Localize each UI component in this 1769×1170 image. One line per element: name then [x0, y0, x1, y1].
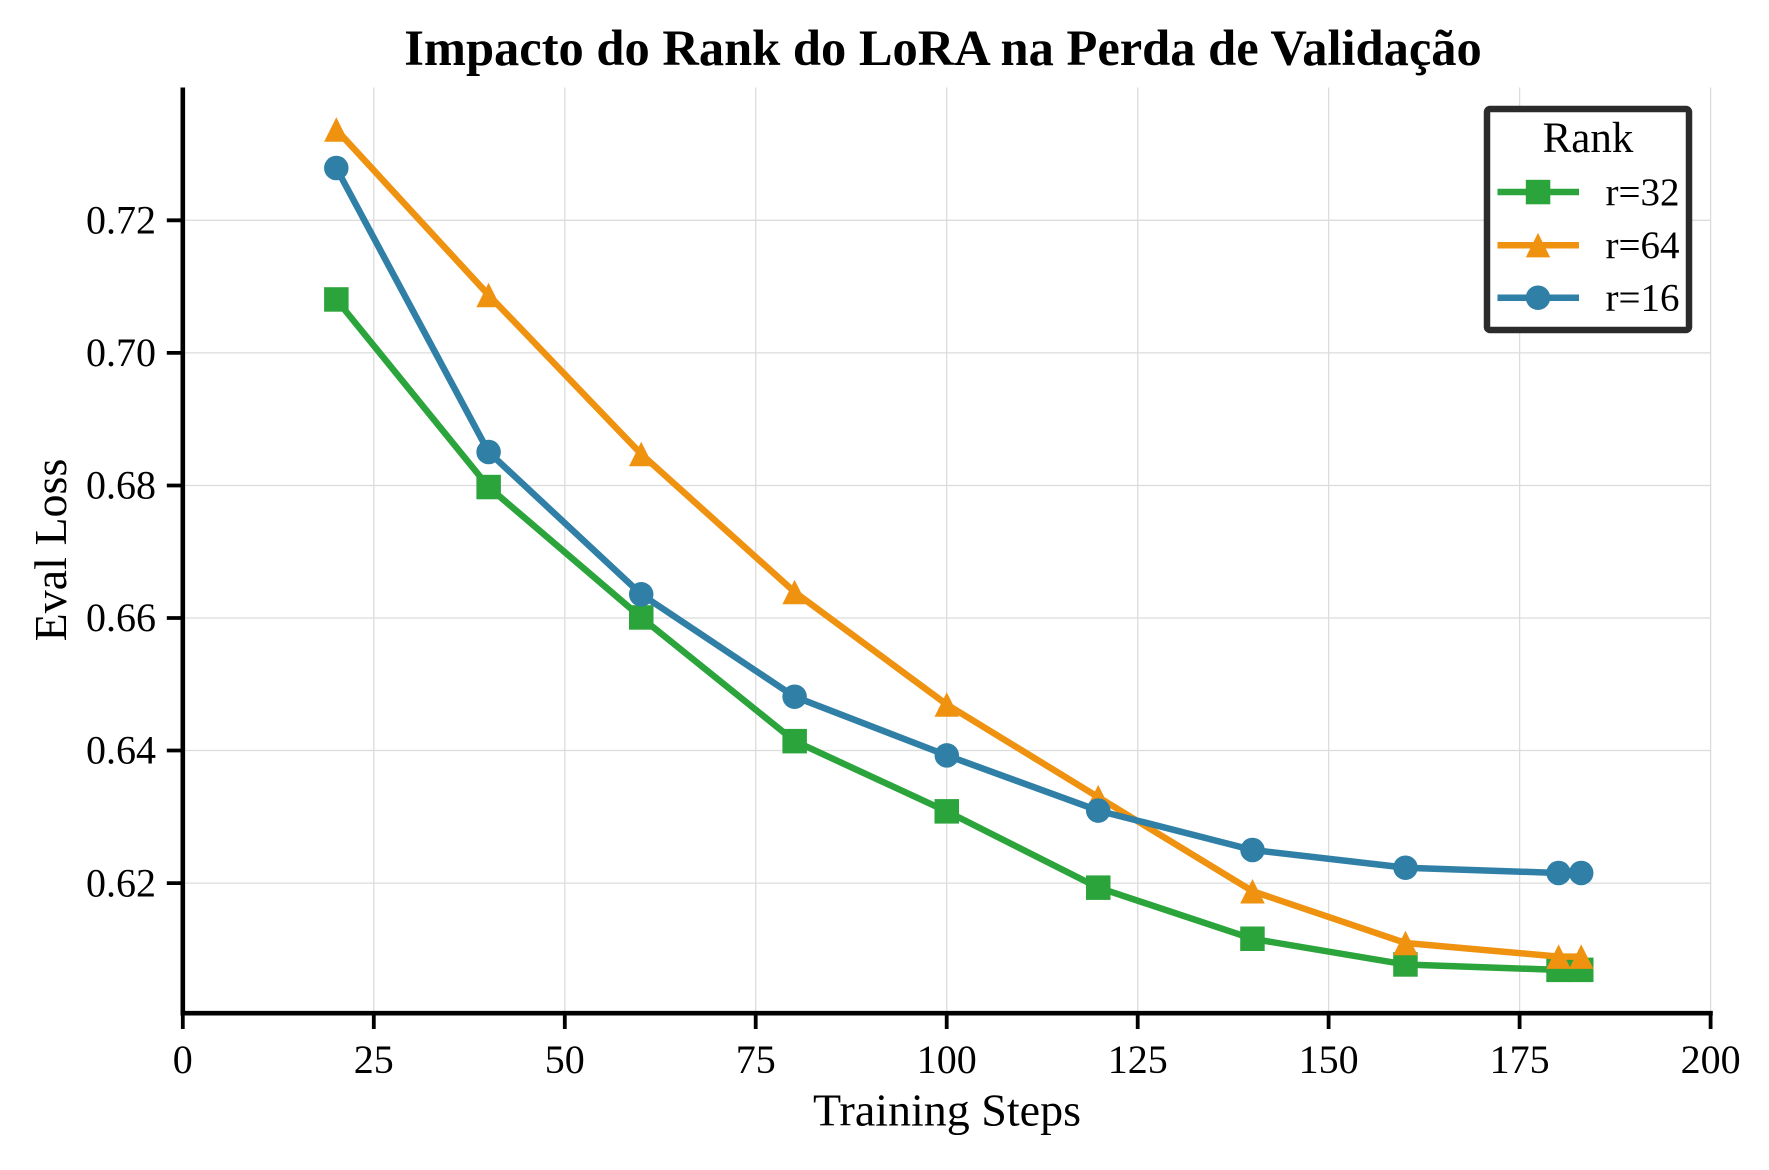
svg-text:0.62: 0.62 [86, 860, 156, 905]
svg-text:0.64: 0.64 [86, 728, 156, 773]
svg-text:r=64: r=64 [1606, 224, 1680, 267]
svg-text:0.66: 0.66 [86, 595, 156, 640]
svg-text:Eval Loss: Eval Loss [25, 459, 76, 642]
svg-text:r=16: r=16 [1606, 277, 1680, 320]
svg-text:150: 150 [1299, 1037, 1359, 1082]
svg-text:0: 0 [173, 1037, 193, 1082]
svg-text:Rank: Rank [1543, 115, 1634, 162]
svg-text:200: 200 [1681, 1037, 1741, 1082]
svg-text:Impacto do Rank do LoRA na Per: Impacto do Rank do LoRA na Perda de Vali… [404, 20, 1482, 76]
svg-text:0.68: 0.68 [86, 463, 156, 508]
svg-text:125: 125 [1108, 1037, 1168, 1082]
svg-text:0.72: 0.72 [86, 198, 156, 243]
svg-text:25: 25 [354, 1037, 394, 1082]
svg-text:0.70: 0.70 [86, 330, 156, 375]
svg-text:Training Steps: Training Steps [813, 1085, 1081, 1136]
svg-text:175: 175 [1490, 1037, 1550, 1082]
svg-text:75: 75 [736, 1037, 776, 1082]
svg-text:r=32: r=32 [1606, 171, 1680, 214]
svg-text:50: 50 [545, 1037, 585, 1082]
svg-text:100: 100 [917, 1037, 977, 1082]
